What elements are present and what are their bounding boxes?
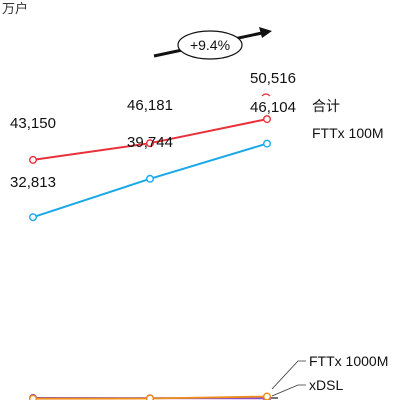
series-point-1-2 bbox=[263, 139, 272, 148]
series-point-0-1 bbox=[145, 139, 154, 148]
series-point-0-0 bbox=[29, 155, 38, 164]
growth-annotation: +9.4% bbox=[153, 27, 272, 60]
series-point-2-0 bbox=[29, 394, 37, 400]
data-label-0-0: 43,150 bbox=[10, 115, 56, 132]
growth-arrow-head bbox=[259, 27, 272, 38]
legend-label-2: FTTx 1000M bbox=[309, 353, 388, 369]
growth-badge-ellipse bbox=[177, 30, 243, 60]
growth-badge-text: +9.4% bbox=[190, 37, 230, 53]
data-label-1-2: 46,104 bbox=[250, 99, 296, 116]
data-label-0-1: 46,181 bbox=[127, 97, 173, 114]
legend-label-0: 合计 bbox=[312, 98, 340, 114]
data-label-layer: 43,150 46,181 50,516 32,813 39,744 46,104 bbox=[10, 70, 296, 191]
legend-label-1: FTTx 100M bbox=[312, 125, 384, 141]
legend-leader-3 bbox=[271, 384, 306, 397]
legend-leader-2 bbox=[271, 360, 306, 390]
series-layer bbox=[29, 115, 272, 400]
data-label-1-1: 39,744 bbox=[127, 134, 173, 151]
series-point-1-1 bbox=[145, 174, 154, 183]
unit-label: 万户 bbox=[2, 1, 28, 16]
legend-label-3: xDSL bbox=[309, 377, 343, 393]
series-point-2-1 bbox=[146, 394, 154, 400]
series-point-2-2 bbox=[263, 392, 271, 400]
series-point-1-0 bbox=[29, 213, 38, 222]
label-connector-mark bbox=[261, 93, 271, 97]
data-label-0-2: 50,516 bbox=[250, 70, 296, 87]
series-point-0-2 bbox=[263, 115, 272, 124]
legend-layer: 合计 FTTx 100M FTTx 1000M xDSL bbox=[271, 98, 388, 397]
data-label-1-0: 32,813 bbox=[10, 174, 56, 191]
